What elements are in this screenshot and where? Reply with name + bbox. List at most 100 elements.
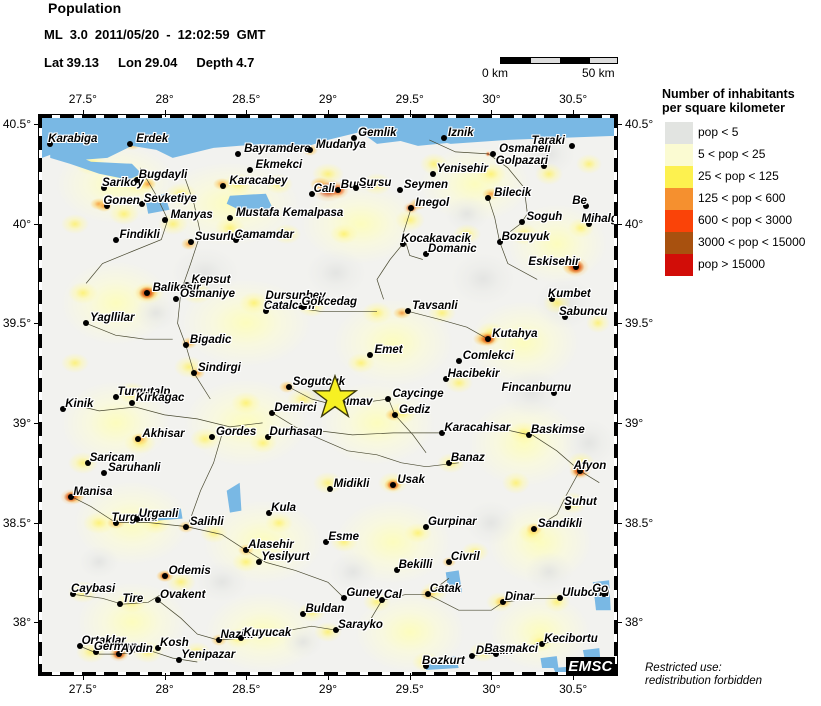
population-cell — [394, 208, 425, 231]
place-label: Osmaneli — [499, 142, 551, 155]
latitude-tick-label: 38.5° — [2, 515, 31, 530]
route-line — [267, 430, 443, 438]
place-label: Ekmekci — [255, 158, 303, 171]
place-marker — [429, 170, 436, 177]
place-label: Inegol — [415, 196, 450, 209]
route-line — [85, 322, 173, 340]
place-label: Kosh — [160, 637, 189, 650]
map-panel[interactable]: Karabiga Erdek Bayramdere Ekmekci Mudanya Gem… — [38, 114, 618, 676]
latitude-tick-label: 40.5° — [2, 116, 31, 131]
place-marker — [47, 140, 54, 147]
legend-row: 25 < pop < 125 — [665, 166, 821, 188]
longitude-tick-label: 30.5° — [559, 92, 588, 106]
place-label: Bugdayli — [138, 168, 188, 181]
usage-notice: Restricted use: redistribution forbidden — [645, 662, 821, 687]
place-marker — [442, 376, 449, 383]
event-magnitude-line: ML 3.0 2011/05/20-12:02:59 GMT — [44, 27, 273, 42]
place-marker — [396, 186, 403, 193]
map-vector-overlay — [42, 118, 614, 672]
event-date: 2011/05/20 — [94, 27, 160, 42]
place-marker — [496, 238, 503, 245]
place-label: Sarayko — [338, 619, 383, 632]
place-label: Soguh — [526, 210, 563, 223]
place-label: Caybasi — [71, 583, 116, 596]
place-label: Usak — [397, 473, 425, 486]
place-label: Domanic — [428, 242, 477, 255]
place-marker — [117, 601, 124, 608]
route-line — [157, 600, 337, 641]
axis-tick — [328, 110, 329, 117]
axis-tick — [615, 223, 622, 225]
place-label: Kecibortu — [544, 633, 598, 646]
place-marker — [441, 134, 448, 141]
place-marker — [568, 142, 575, 149]
longitude-tick-label: 29° — [318, 682, 338, 696]
population-cell — [76, 641, 107, 664]
place-label: Osmaniye — [180, 288, 235, 301]
agency-badge: EMSC — [566, 657, 615, 676]
axis-tick — [573, 673, 575, 680]
place-marker — [341, 595, 348, 602]
place-marker — [326, 485, 333, 492]
place-marker — [68, 493, 75, 500]
place-marker — [220, 182, 227, 189]
population-cell — [362, 302, 393, 325]
place-label: Baskimse — [531, 423, 585, 436]
population-cell — [140, 177, 157, 190]
place-marker — [400, 240, 407, 247]
place-marker — [385, 395, 392, 402]
place-label: Bigadic — [189, 334, 232, 347]
axis-tick — [34, 223, 41, 225]
latitude-value: 39.13 — [66, 55, 100, 70]
place-marker — [540, 162, 547, 169]
place-label: Kinik — [65, 397, 94, 410]
route-line — [537, 470, 581, 527]
latitude-tick-label: 40° — [12, 216, 31, 231]
longitude-tick-label: 30° — [482, 92, 501, 106]
legend-row: pop < 5 — [665, 122, 821, 144]
place-label: German — [93, 641, 138, 654]
latitude-tick-label: 39° — [625, 415, 644, 430]
event-time: 12:02:59 — [177, 27, 230, 42]
longitude-value: 29.04 — [144, 55, 178, 70]
place-label: Guney — [346, 587, 383, 600]
place-label: Karabiga — [48, 132, 98, 145]
place-marker — [115, 651, 122, 658]
axis-tick — [615, 622, 622, 624]
route-line — [267, 300, 377, 312]
place-label: Fincanburnu — [501, 382, 572, 394]
longitude-tick-label: 29° — [318, 92, 338, 106]
place-marker — [352, 184, 359, 191]
usage-notice-line-1: Restricted use: — [645, 662, 722, 674]
place-marker — [127, 140, 134, 147]
place-marker — [323, 539, 330, 546]
place-marker — [243, 547, 250, 554]
place-label: Taraki — [531, 134, 565, 147]
place-marker — [333, 627, 340, 634]
place-label: Ovakent — [160, 589, 206, 602]
route-line — [288, 386, 396, 416]
map-canvas[interactable]: Karabiga Erdek Bayramdere Ekmekci Mudanya Gem… — [42, 118, 614, 672]
date-time-separator: - — [166, 27, 171, 42]
place-label: Yenisehir — [436, 162, 488, 175]
place-label: Balikesir — [152, 282, 201, 295]
place-label: Gordes — [215, 425, 257, 438]
place-label: Demirci — [274, 401, 317, 414]
scale-bar-graphic — [500, 57, 618, 64]
population-cell — [183, 642, 212, 663]
place-label: Dinar — [504, 591, 535, 604]
place-marker — [184, 282, 191, 289]
legend-swatch — [665, 122, 693, 144]
place-label: Akhisar — [142, 427, 185, 440]
place-label: Kuyucak — [243, 627, 292, 640]
place-marker — [264, 433, 271, 440]
place-label: Banaz — [450, 451, 485, 464]
axis-tick — [328, 673, 329, 680]
place-label: Kepsut — [191, 274, 231, 287]
place-marker — [307, 146, 314, 153]
place-marker — [499, 599, 506, 606]
population-cell — [223, 172, 254, 195]
axis-tick — [615, 422, 622, 424]
axis-tick — [34, 323, 41, 325]
axis-tick — [409, 673, 411, 680]
